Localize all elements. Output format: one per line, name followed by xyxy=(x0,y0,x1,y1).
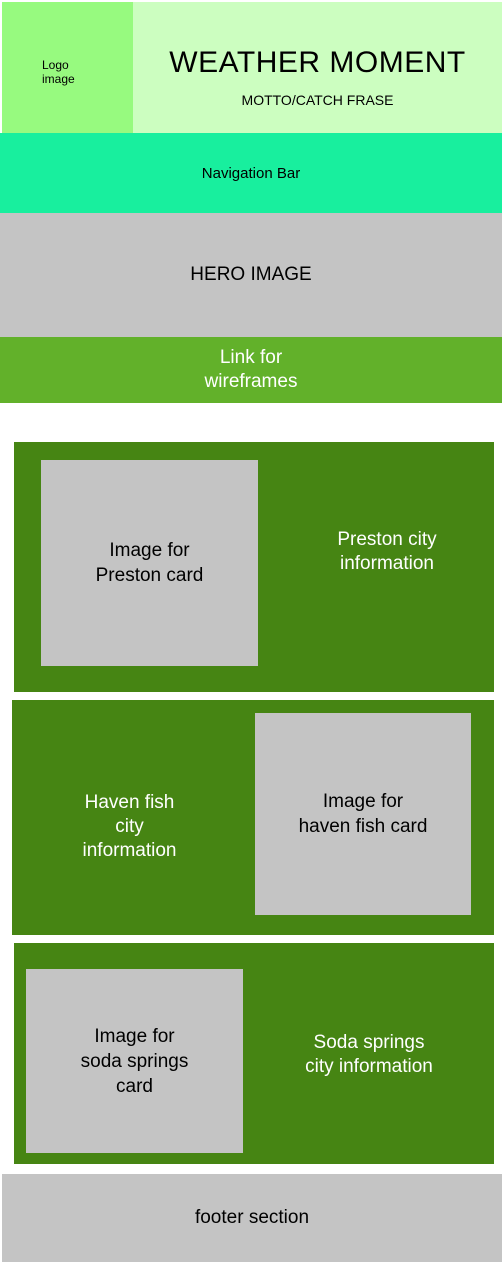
soda-springs-card[interactable]: Image for soda springs card Soda springs… xyxy=(14,943,494,1164)
haven-fish-card[interactable]: Haven fish city information Image for ha… xyxy=(12,700,494,935)
soda-image-line-2: soda springs xyxy=(80,1050,189,1072)
soda-springs-city-info: Soda springs city information xyxy=(264,1025,474,1085)
site-motto: MOTTO/CATCH FRASE xyxy=(241,92,394,108)
hero-image-placeholder: HERO IMAGE xyxy=(0,213,502,337)
haven-fish-city-info: Haven fish city information xyxy=(12,782,247,872)
preston-card[interactable]: Image for Preston card Preston city info… xyxy=(14,442,494,692)
logo-label: Logo image xyxy=(42,58,75,86)
wireframes-link[interactable]: Link for wireframes xyxy=(0,337,502,403)
preston-info-line-1: Preston city xyxy=(337,529,437,550)
wireframes-link-line-1: Link for xyxy=(219,347,283,368)
logo-placeholder[interactable]: Logo image xyxy=(2,2,133,133)
site-title: WEATHER MOMENT xyxy=(169,46,466,79)
navigation-bar[interactable]: Navigation Bar xyxy=(0,133,502,213)
haven-image-line-1: Image for xyxy=(322,791,404,812)
soda-image-line-3: card xyxy=(116,1075,153,1097)
haven-image-line-2: haven fish card xyxy=(298,816,428,837)
logo-label-line-2: image xyxy=(42,72,75,86)
header-banner: WEATHER MOMENT MOTTO/CATCH FRASE xyxy=(133,2,502,133)
hero-image-label: HERO IMAGE xyxy=(190,264,312,285)
preston-info-line-2: information xyxy=(339,553,434,574)
soda-springs-card-image: Image for soda springs card xyxy=(26,969,243,1153)
haven-fish-card-image: Image for haven fish card xyxy=(255,713,471,915)
navigation-bar-label: Navigation Bar xyxy=(201,164,301,182)
preston-image-line-2: Preston card xyxy=(95,565,204,586)
footer-section: footer section xyxy=(2,1174,502,1262)
haven-info-line-3: information xyxy=(82,840,177,861)
preston-city-info: Preston city information xyxy=(282,522,492,582)
preston-image-line-1: Image for xyxy=(109,540,190,561)
soda-info-line-1: Soda springs xyxy=(313,1032,425,1053)
haven-info-line-1: Haven fish xyxy=(84,792,175,813)
footer-label: footer section xyxy=(194,1207,310,1228)
preston-card-image: Image for Preston card xyxy=(41,460,258,666)
soda-info-line-2: city information xyxy=(305,1056,433,1077)
wireframes-link-line-2: wireframes xyxy=(204,371,298,392)
soda-image-line-1: Image for xyxy=(94,1025,175,1047)
haven-info-line-2: city xyxy=(115,816,144,837)
logo-label-line-1: Logo xyxy=(42,58,69,72)
